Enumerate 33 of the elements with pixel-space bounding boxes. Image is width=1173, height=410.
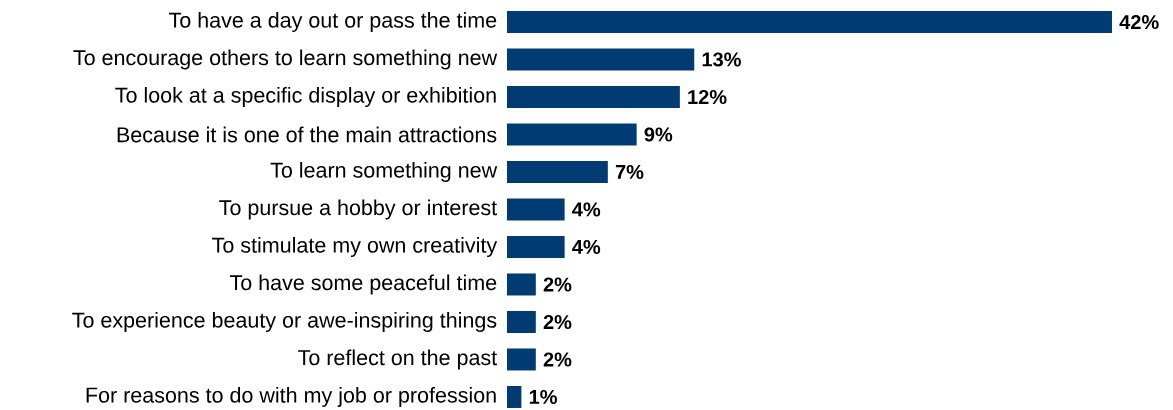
bar bbox=[507, 273, 536, 296]
y-tick-label: For reasons to do with my job or profession bbox=[86, 386, 496, 407]
bar bbox=[507, 198, 565, 221]
data-label: 4% bbox=[572, 202, 601, 217]
data-label: 13% bbox=[702, 52, 741, 67]
y-tick-label: To learn something new bbox=[270, 161, 498, 182]
y-tick-label: To experience beauty or awe-inspiring things bbox=[72, 311, 497, 332]
bar bbox=[507, 10, 1112, 33]
bar bbox=[507, 160, 608, 183]
data-label: 42% bbox=[1119, 14, 1159, 29]
bar bbox=[507, 348, 536, 371]
data-label: 2% bbox=[543, 352, 572, 367]
data-label: 12% bbox=[688, 89, 727, 104]
data-label: 9% bbox=[644, 127, 673, 142]
data-label: 2% bbox=[543, 277, 572, 292]
bar bbox=[507, 123, 637, 146]
bar bbox=[507, 385, 522, 408]
data-label: 1% bbox=[529, 389, 557, 404]
data-label: 2% bbox=[543, 314, 572, 329]
bar bbox=[507, 310, 536, 333]
y-tick-label: To have some peaceful time bbox=[229, 274, 497, 295]
data-label: 7% bbox=[615, 164, 644, 179]
y-tick-label: To reflect on the past bbox=[298, 349, 498, 370]
y-tick-label: To encourage others to learn something new bbox=[73, 49, 498, 70]
bar bbox=[507, 85, 680, 108]
y-tick-label: To look at a specific display or exhibition bbox=[115, 86, 496, 107]
y-tick-label: To pursue a hobby or interest bbox=[219, 199, 497, 220]
y-tick-label: Because it is one of the main attractions bbox=[117, 126, 497, 143]
bar bbox=[507, 235, 565, 258]
y-tick-label: To stimulate my own creativity bbox=[212, 236, 498, 257]
bar bbox=[507, 48, 695, 71]
y-tick-label: To have a day out or pass the time bbox=[169, 11, 497, 32]
data-label: 4% bbox=[572, 239, 601, 254]
